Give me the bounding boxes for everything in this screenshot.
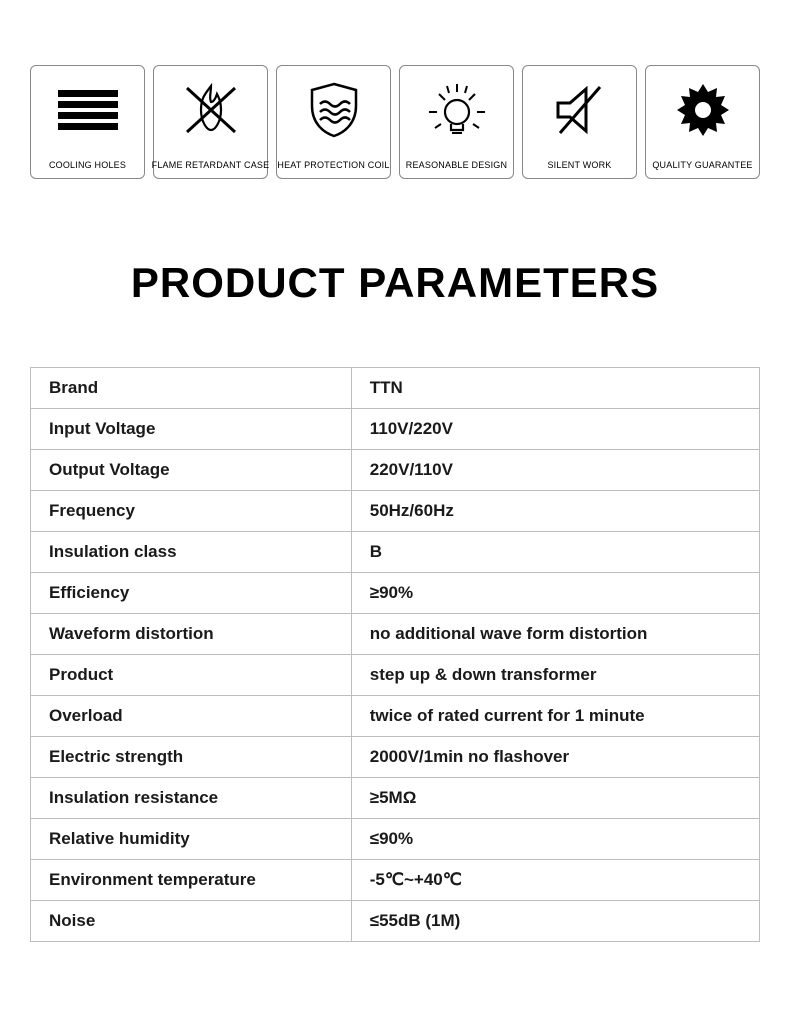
param-key: Insulation resistance — [31, 778, 352, 819]
flame-retardant-icon — [179, 76, 243, 144]
feature-card-flame-retardant: FLAME RETARDANT CASE — [153, 65, 268, 179]
table-row: Waveform distortionno additional wave fo… — [31, 614, 760, 655]
param-val: twice of rated current for 1 minute — [351, 696, 759, 737]
table-row: Output Voltage220V/110V — [31, 450, 760, 491]
param-key: Overload — [31, 696, 352, 737]
param-key: Relative humidity — [31, 819, 352, 860]
param-val: TTN — [351, 368, 759, 409]
param-key: Noise — [31, 901, 352, 942]
param-key: Efficiency — [31, 573, 352, 614]
table-row: Productstep up & down transformer — [31, 655, 760, 696]
reasonable-design-icon — [425, 76, 489, 144]
silent-work-icon — [550, 76, 610, 144]
table-row: Noise≤55dB (1M) — [31, 901, 760, 942]
table-row: Electric strength2000V/1min no flashover — [31, 737, 760, 778]
param-val: 50Hz/60Hz — [351, 491, 759, 532]
param-val: 2000V/1min no flashover — [351, 737, 759, 778]
param-val: 220V/110V — [351, 450, 759, 491]
table-row: Relative humidity≤90% — [31, 819, 760, 860]
parameters-table-body: BrandTTN Input Voltage110V/220V Output V… — [31, 368, 760, 942]
param-key: Product — [31, 655, 352, 696]
feature-label: COOLING HOLES — [49, 160, 126, 170]
feature-card-reasonable-design: REASONABLE DESIGN — [399, 65, 514, 179]
table-row: Insulation classB — [31, 532, 760, 573]
feature-label: QUALITY GUARANTEE — [652, 160, 752, 170]
feature-card-silent-work: SILENT WORK — [522, 65, 637, 179]
param-val: B — [351, 532, 759, 573]
param-val: ≥5MΩ — [351, 778, 759, 819]
param-key: Input Voltage — [31, 409, 352, 450]
param-val: step up & down transformer — [351, 655, 759, 696]
param-key: Environment temperature — [31, 860, 352, 901]
param-key: Frequency — [31, 491, 352, 532]
table-row: Input Voltage110V/220V — [31, 409, 760, 450]
parameters-table: BrandTTN Input Voltage110V/220V Output V… — [30, 367, 760, 942]
param-key: Electric strength — [31, 737, 352, 778]
table-row: Frequency50Hz/60Hz — [31, 491, 760, 532]
feature-card-quality-guarantee: QUALITY GUARANTEE — [645, 65, 760, 179]
param-val: 110V/220V — [351, 409, 759, 450]
feature-card-cooling-holes: COOLING HOLES — [30, 65, 145, 179]
feature-label: REASONABLE DESIGN — [406, 160, 507, 170]
param-val: ≤90% — [351, 819, 759, 860]
feature-label: SILENT WORK — [547, 160, 611, 170]
table-row: Overloadtwice of rated current for 1 min… — [31, 696, 760, 737]
table-row: Environment temperature-5℃~+40℃ — [31, 860, 760, 901]
cooling-holes-icon — [52, 76, 124, 144]
param-val: ≥90% — [351, 573, 759, 614]
param-key: Waveform distortion — [31, 614, 352, 655]
table-row: Efficiency≥90% — [31, 573, 760, 614]
feature-label: HEAT PROTECTION COIL — [277, 160, 389, 170]
param-key: Insulation class — [31, 532, 352, 573]
page-title: PRODUCT PARAMETERS — [0, 259, 790, 307]
quality-guarantee-icon — [674, 76, 732, 144]
feature-label: FLAME RETARDANT CASE — [152, 160, 270, 170]
param-val: ≤55dB (1M) — [351, 901, 759, 942]
param-key: Brand — [31, 368, 352, 409]
param-val: no additional wave form distortion — [351, 614, 759, 655]
param-val: -5℃~+40℃ — [351, 860, 759, 901]
feature-row: COOLING HOLES FLAME RETARDANT CASE HEAT … — [0, 0, 790, 179]
heat-protection-icon — [306, 76, 362, 144]
table-row: BrandTTN — [31, 368, 760, 409]
param-key: Output Voltage — [31, 450, 352, 491]
table-row: Insulation resistance≥5MΩ — [31, 778, 760, 819]
feature-card-heat-protection: HEAT PROTECTION COIL — [276, 65, 391, 179]
